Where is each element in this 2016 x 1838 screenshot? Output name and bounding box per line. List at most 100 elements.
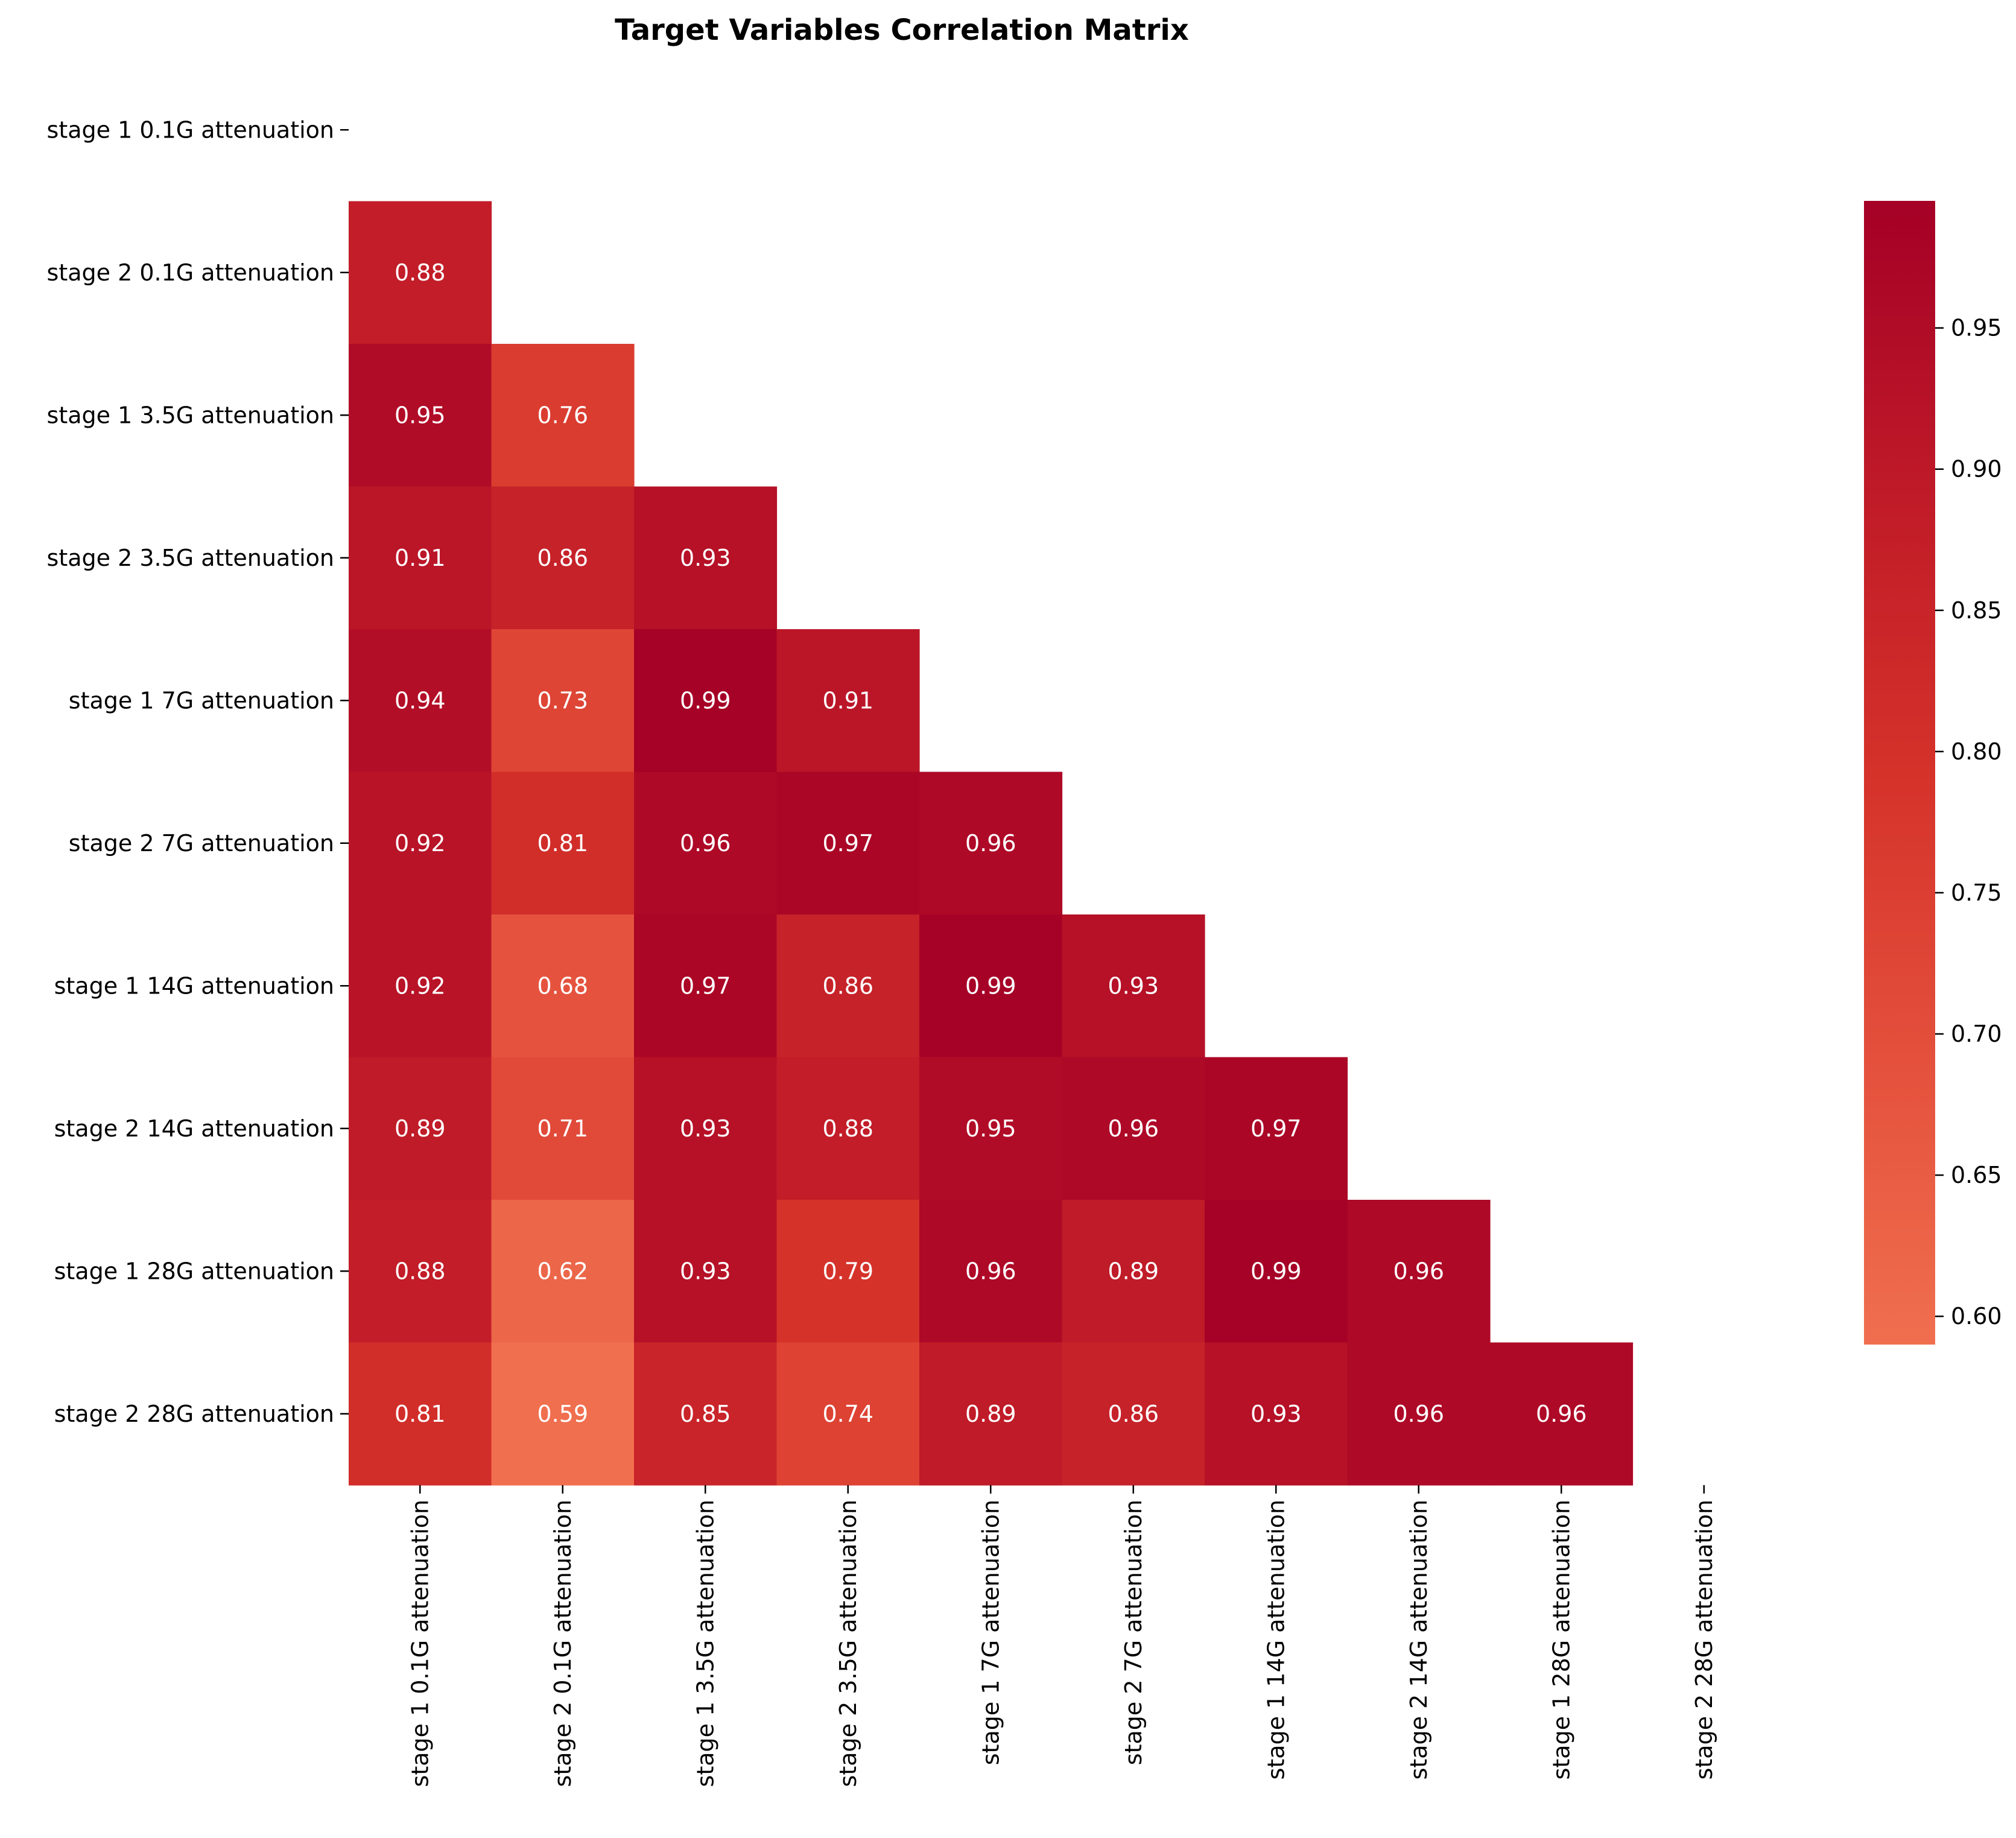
cell-value-label: 0.81	[537, 830, 588, 857]
heatmap-cell	[1062, 1342, 1205, 1486]
cell-value-label: 0.91	[395, 545, 446, 571]
heatmap-cell	[634, 1057, 778, 1200]
cell-value-label: 0.89	[395, 1115, 446, 1142]
heatmap-cell	[634, 1342, 778, 1486]
colorbar-tick-label: 0.75	[1951, 879, 2002, 906]
heatmap-cell	[776, 1342, 920, 1486]
heatmap-cell	[491, 486, 635, 630]
cell-value-label: 0.96	[1393, 1258, 1444, 1284]
heatmap-cell	[1062, 914, 1205, 1058]
y-tick-label: stage 2 7G attenuation	[69, 830, 334, 857]
chart-title: Target Variables Correlation Matrix	[615, 13, 1189, 47]
heatmap-cell	[349, 201, 492, 344]
y-tick-label: stage 1 7G attenuation	[69, 687, 334, 714]
x-tick-label: stage 1 28G attenuation	[1548, 1500, 1574, 1779]
heatmap-cell	[349, 914, 492, 1058]
heatmap-cell	[491, 1057, 635, 1200]
cell-value-label: 0.71	[537, 1115, 588, 1142]
heatmap-cell	[491, 1200, 635, 1343]
cell-value-label: 0.74	[822, 1401, 873, 1427]
cell-value-label: 0.96	[965, 830, 1016, 857]
heatmap-cell	[491, 629, 635, 773]
x-tick-label: stage 1 0.1G attenuation	[407, 1500, 433, 1787]
cell-value-label: 0.97	[822, 830, 873, 857]
cell-value-label: 0.68	[537, 972, 588, 999]
heatmap-cell	[1347, 1342, 1491, 1486]
y-tick-label: stage 2 28G attenuation	[54, 1401, 334, 1427]
colorbar: 0.60 0.65 0.70 0.75 0.80 0.85 0.90 0.95	[1864, 201, 2002, 1345]
x-tick-label: stage 2 14G attenuation	[1406, 1500, 1432, 1779]
cell-value-label: 0.93	[680, 1258, 731, 1284]
cell-value-label: 0.96	[1108, 1115, 1159, 1142]
cell-value-label: 0.73	[537, 687, 588, 714]
heatmap-cell	[634, 914, 778, 1058]
cell-value-label: 0.88	[395, 259, 446, 286]
cell-value-label: 0.99	[1250, 1258, 1302, 1284]
y-tick-label: stage 2 3.5G attenuation	[47, 545, 334, 571]
x-tick-label: stage 1 14G attenuation	[1263, 1500, 1289, 1779]
x-tick-label: stage 2 0.1G attenuation	[550, 1500, 576, 1787]
cell-value-label: 0.86	[1108, 1401, 1159, 1427]
cell-value-label: 0.93	[1108, 972, 1159, 999]
heatmap-cell	[491, 1342, 635, 1486]
cell-value-label: 0.99	[680, 687, 731, 714]
x-tick-label: stage 2 28G attenuation	[1691, 1500, 1717, 1779]
heatmap-cell	[919, 914, 1063, 1058]
cell-value-label: 0.76	[537, 402, 588, 428]
heatmap-cell	[1062, 1200, 1205, 1343]
heatmap-cell	[1205, 1342, 1348, 1486]
cell-value-label: 0.95	[395, 402, 446, 428]
cell-value-label: 0.92	[395, 972, 446, 999]
x-tick-label: stage 1 3.5G attenuation	[692, 1500, 718, 1787]
cell-value-label: 0.92	[395, 830, 446, 857]
y-tick-label: stage 1 14G attenuation	[54, 972, 334, 999]
cell-value-label: 0.96	[1393, 1401, 1444, 1427]
heatmap-cell	[919, 1057, 1063, 1200]
colorbar-tick-label: 0.85	[1951, 597, 2002, 624]
heatmap-cell	[1347, 1200, 1491, 1343]
cell-value-label: 0.79	[822, 1258, 873, 1284]
colorbar-tick-label: 0.70	[1951, 1021, 2002, 1047]
heatmap-cell	[634, 629, 778, 773]
colorbar-tick-label: 0.60	[1951, 1303, 2002, 1329]
y-tick-label: stage 2 0.1G attenuation	[47, 259, 334, 286]
cell-value-label: 0.94	[395, 687, 446, 714]
cell-value-label: 0.93	[1250, 1401, 1302, 1427]
y-axis-labels: stage 1 0.1G attenuation stage 2 0.1G att…	[47, 116, 349, 1427]
heatmap-cell	[349, 344, 492, 487]
colorbar-tick-label: 0.90	[1951, 456, 2002, 483]
colorbar-gradient	[1864, 201, 1935, 1345]
colorbar-tick-label: 0.95	[1951, 315, 2002, 341]
heatmap-cell	[1205, 1057, 1348, 1200]
heatmap-cell	[1490, 1342, 1634, 1486]
heatmap-cell	[634, 486, 778, 630]
heatmap-cell	[349, 1342, 492, 1486]
cell-value-label: 0.89	[1108, 1258, 1159, 1284]
cell-value-label: 0.91	[822, 687, 873, 714]
heatmap-cell	[1205, 1200, 1348, 1343]
heatmap-cell	[349, 772, 492, 915]
heatmap-cell	[776, 629, 920, 773]
heatmap-cell	[776, 1057, 920, 1200]
heatmap-cells: 0.88 0.95 0.76 0.91 0.86 0.93 0.94 0.73 0.99 0.91…	[349, 201, 1634, 1486]
y-tick-label: stage 2 14G attenuation	[54, 1115, 334, 1142]
cell-value-label: 0.99	[965, 972, 1016, 999]
heatmap-cell	[349, 629, 492, 773]
heatmap-cell	[919, 1342, 1063, 1486]
y-tick-label: stage 1 0.1G attenuation	[47, 116, 334, 143]
heatmap-cell	[491, 914, 635, 1058]
x-tick-label: stage 2 7G attenuation	[1120, 1500, 1147, 1765]
x-tick-label: stage 1 7G attenuation	[977, 1500, 1004, 1765]
heatmap-cell	[349, 486, 492, 630]
cell-value-label: 0.86	[822, 972, 873, 999]
cell-value-label: 0.93	[680, 1115, 731, 1142]
heatmap-cell	[491, 772, 635, 915]
heatmap-cell	[634, 1200, 778, 1343]
cell-value-label: 0.96	[680, 830, 731, 857]
heatmap-cell	[634, 772, 778, 915]
cell-value-label: 0.97	[680, 972, 731, 999]
heatmap-cell	[919, 772, 1063, 915]
x-axis-labels: stage 1 0.1G attenuation stage 2 0.1G att…	[407, 1485, 1717, 1787]
cell-value-label: 0.88	[395, 1258, 446, 1284]
heatmap-cell	[1062, 1057, 1205, 1200]
